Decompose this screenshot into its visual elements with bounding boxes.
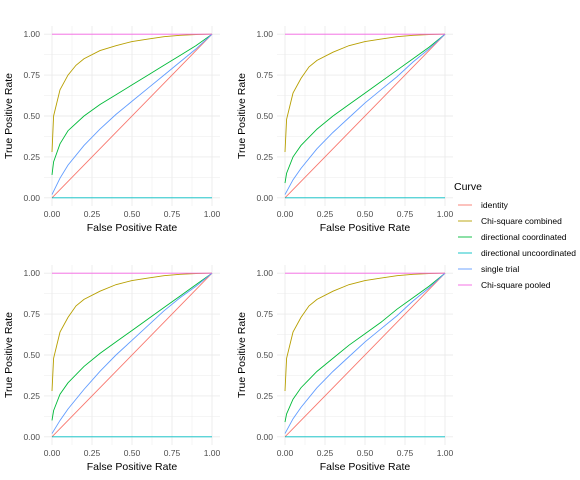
- x-tick-label: 0.75: [397, 209, 414, 219]
- x-tick-label: 0.00: [277, 448, 294, 458]
- series-lines: [284, 272, 446, 438]
- legend-label: single trial: [481, 264, 519, 274]
- x-axis-title: False Positive Rate: [320, 222, 411, 234]
- legend-item: directional coordinated: [458, 232, 567, 242]
- x-tick-label: 0.00: [277, 209, 294, 219]
- x-tick-label: 0.50: [357, 209, 374, 219]
- x-tick-label: 0.75: [164, 448, 181, 458]
- y-tick-label: 0.25: [256, 152, 273, 162]
- legend-label: directional uncoordinated: [481, 248, 576, 258]
- series-line-single-trial: [51, 33, 213, 195]
- legend-item: Chi-square combined: [458, 216, 562, 226]
- roc-panel-2: 0.00 0.25 0.50 0.75 1.00 0.00 0.25 0.50 0.75 1.00…: [236, 26, 454, 234]
- panels: 0.00 0.25 0.50 0.75 1.00 0.00 0.25 0.50 0.75 1.00…: [3, 26, 454, 473]
- series-line-directional-coordinated: [284, 33, 446, 184]
- y-tick-label: 0.00: [23, 193, 40, 203]
- x-tick-label: 0.00: [44, 448, 61, 458]
- y-axis-title: True Positive Rate: [3, 312, 15, 398]
- x-axis-title: False Positive Rate: [87, 461, 178, 473]
- series-lines: [284, 33, 446, 199]
- legend-label: Chi-square combined: [481, 216, 562, 226]
- series-line-single-trial: [284, 33, 446, 195]
- y-axis-title: True Positive Rate: [236, 312, 248, 398]
- gridlines: [277, 265, 453, 445]
- x-tick-label: 1.00: [437, 448, 454, 458]
- x-tick-label: 0.50: [357, 448, 374, 458]
- series-line-directional-coordinated: [284, 272, 446, 423]
- y-tick-label: 0.50: [256, 350, 273, 360]
- y-tick-label: 0.75: [256, 70, 273, 80]
- y-tick-label: 1.00: [256, 29, 273, 39]
- y-tick-label: 1.00: [23, 268, 40, 278]
- y-tick-label: 0.50: [256, 111, 273, 121]
- y-axis-title: True Positive Rate: [3, 73, 15, 159]
- x-tick-label: 0.25: [84, 209, 101, 219]
- y-tick-label: 0.25: [23, 391, 40, 401]
- series-line-chi-square-combined: [51, 272, 213, 392]
- series-line-chi-square-combined: [284, 272, 446, 392]
- y-tick-label: 0.50: [23, 350, 40, 360]
- series-lines: [51, 272, 213, 438]
- x-tick-label: 0.50: [124, 209, 141, 219]
- y-tick-label: 0.75: [256, 309, 273, 319]
- x-tick-label: 1.00: [204, 209, 221, 219]
- legend-label: directional coordinated: [481, 232, 567, 242]
- roc-panel-1: 0.00 0.25 0.50 0.75 1.00 0.00 0.25 0.50 0.75 1.00…: [3, 26, 221, 234]
- y-tick-label: 0.25: [256, 391, 273, 401]
- roc-panel-4: 0.00 0.25 0.50 0.75 1.00 0.00 0.25 0.50 0.75 1.00…: [236, 265, 454, 473]
- series-lines: [51, 33, 213, 199]
- legend: Curve identity Chi-square combined directi…: [454, 181, 576, 290]
- legend-item: identity: [458, 200, 509, 210]
- y-tick-label: 0.75: [23, 70, 40, 80]
- y-tick-label: 0.50: [23, 111, 40, 121]
- x-axis-title: False Positive Rate: [320, 461, 411, 473]
- legend-item: Chi-square pooled: [458, 280, 551, 290]
- x-axis-title: False Positive Rate: [87, 222, 178, 234]
- x-tick-label: 1.00: [204, 448, 221, 458]
- legend-item: single trial: [458, 264, 519, 274]
- x-tick-label: 0.25: [317, 448, 334, 458]
- x-tick-label: 1.00: [437, 209, 454, 219]
- x-tick-label: 0.25: [317, 209, 334, 219]
- y-tick-label: 1.00: [256, 268, 273, 278]
- x-tick-label: 0.50: [124, 448, 141, 458]
- y-tick-label: 0.75: [23, 309, 40, 319]
- legend-item: directional uncoordinated: [458, 248, 576, 258]
- series-line-identity: [51, 33, 213, 199]
- x-tick-label: 0.25: [84, 448, 101, 458]
- legend-items: identity Chi-square combined directional c…: [458, 200, 576, 290]
- series-line-single-trial: [284, 272, 446, 434]
- series-line-directional-coordinated: [51, 33, 213, 175]
- series-line-chi-square-combined: [51, 33, 213, 153]
- series-line-chi-square-combined: [284, 33, 446, 153]
- series-line-single-trial: [51, 272, 213, 434]
- series-line-identity: [284, 272, 446, 438]
- y-tick-label: 0.00: [256, 193, 273, 203]
- y-tick-label: 0.25: [23, 152, 40, 162]
- series-line-identity: [284, 33, 446, 199]
- y-tick-label: 1.00: [23, 29, 40, 39]
- x-tick-label: 0.00: [44, 209, 61, 219]
- series-line-directional-coordinated: [51, 272, 213, 421]
- x-tick-label: 0.75: [397, 448, 414, 458]
- y-tick-label: 0.00: [256, 432, 273, 442]
- y-axis-title: True Positive Rate: [236, 73, 248, 159]
- series-line-identity: [51, 272, 213, 438]
- legend-label: identity: [481, 200, 509, 210]
- x-tick-label: 0.75: [164, 209, 181, 219]
- roc-panel-3: 0.00 0.25 0.50 0.75 1.00 0.00 0.25 0.50 0.75 1.00…: [3, 265, 221, 473]
- legend-title: Curve: [454, 181, 482, 193]
- y-tick-label: 0.00: [23, 432, 40, 442]
- legend-label: Chi-square pooled: [481, 280, 551, 290]
